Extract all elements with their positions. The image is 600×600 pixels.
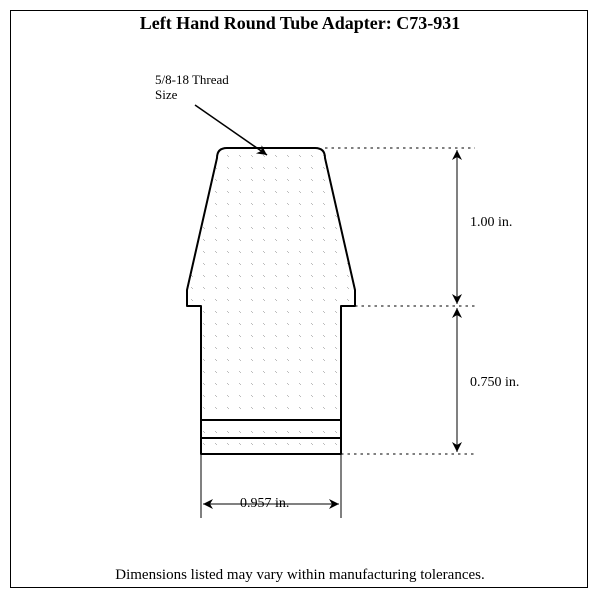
technical-drawing xyxy=(0,0,600,600)
